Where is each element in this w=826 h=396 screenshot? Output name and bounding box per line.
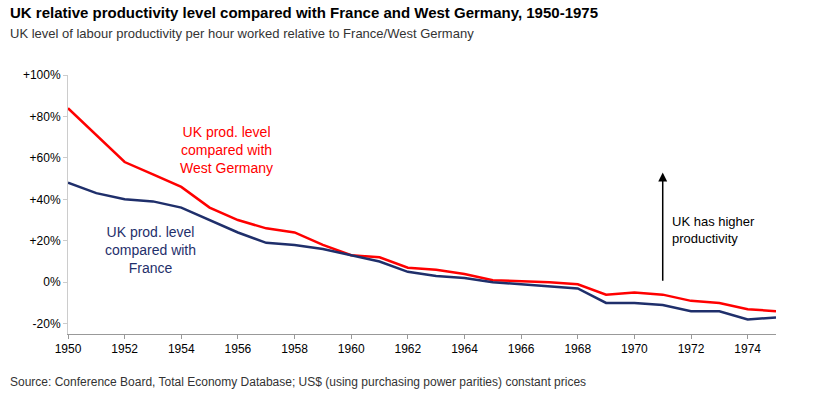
svg-text:1966: 1966: [508, 342, 535, 356]
svg-text:1974: 1974: [734, 342, 761, 356]
svg-text:1964: 1964: [451, 342, 478, 356]
svg-text:UK prod. levelcompared withWes: UK prod. levelcompared withWest Germany: [180, 124, 273, 176]
svg-text:UK has higherproductivity: UK has higherproductivity: [672, 214, 755, 246]
svg-text:1960: 1960: [338, 342, 365, 356]
svg-text:1958: 1958: [281, 342, 308, 356]
svg-text:1970: 1970: [621, 342, 648, 356]
svg-text:0%: 0%: [43, 275, 61, 289]
svg-text:+20%: +20%: [30, 234, 61, 248]
svg-text:Source: Conference Board, Tota: Source: Conference Board, Total Economy …: [10, 375, 586, 389]
svg-text:1968: 1968: [564, 342, 591, 356]
svg-text:1962: 1962: [394, 342, 421, 356]
svg-text:1950: 1950: [55, 342, 82, 356]
svg-text:+80%: +80%: [30, 110, 61, 124]
svg-text:1956: 1956: [225, 342, 252, 356]
svg-text:1952: 1952: [111, 342, 138, 356]
svg-text:+40%: +40%: [30, 193, 61, 207]
svg-text:-20%: -20%: [33, 317, 61, 331]
svg-text:UK relative productivity level: UK relative productivity level compared …: [10, 4, 598, 21]
svg-text:+60%: +60%: [30, 151, 61, 165]
svg-text:1972: 1972: [678, 342, 705, 356]
svg-text:UK prod. levelcompared withFra: UK prod. levelcompared withFrance: [105, 224, 196, 276]
svg-text:1954: 1954: [168, 342, 195, 356]
svg-text:+100%: +100%: [23, 68, 61, 82]
svg-text:UK level of labour productivit: UK level of labour productivity per hour…: [10, 26, 474, 41]
